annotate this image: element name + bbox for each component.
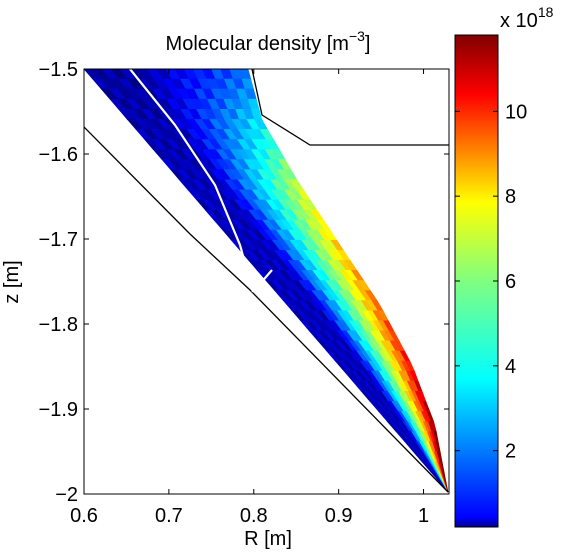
x-tick-label: 0.8: [240, 505, 268, 527]
colorbar-multiplier: x 1018: [500, 4, 554, 32]
colorbar-tick-label: 8: [505, 186, 516, 208]
chart-title: Molecular density [m−3]: [166, 28, 371, 55]
x-axis: 0.6 0.7 0.8 0.9 1: [70, 69, 429, 527]
y-tick-label: −1.9: [39, 399, 78, 421]
density-mesh: [84, 69, 449, 493]
colorbar-ticks: 2 4 6 8 10: [455, 101, 527, 463]
y-tick-label: −1.7: [39, 229, 78, 251]
wall-outline: [84, 69, 449, 493]
separatrix-line: [129, 69, 255, 293]
x-tick-label: 0.7: [155, 505, 183, 527]
plot-frame: [83, 68, 450, 495]
separatrix-leg: [252, 269, 273, 293]
y-tick-label: −1.6: [39, 144, 78, 166]
colorbar-tick-label: 10: [505, 101, 527, 123]
y-tick-label: −2: [55, 484, 78, 506]
lower-wall-line: [84, 126, 449, 493]
colorbar: [454, 34, 499, 528]
y-axis-label: z [m]: [1, 260, 23, 303]
x-tick-label: 1: [418, 505, 429, 527]
colorbar-tick-label: 2: [505, 441, 516, 463]
upper-wall-line: [251, 69, 449, 146]
colorbar-tick-label: 4: [505, 356, 516, 378]
y-axis: −1.5 −1.6 −1.7 −1.8 −1.9 −2: [39, 59, 449, 506]
y-tick-label: −1.5: [39, 59, 78, 81]
y-tick-label: −1.8: [39, 314, 78, 336]
colorbar-tick-label: 6: [505, 271, 516, 293]
x-axis-label: R [m]: [244, 528, 292, 550]
x-tick-label: 0.9: [325, 505, 353, 527]
x-tick-label: 0.6: [70, 505, 98, 527]
mesh-cell: [445, 481, 449, 493]
